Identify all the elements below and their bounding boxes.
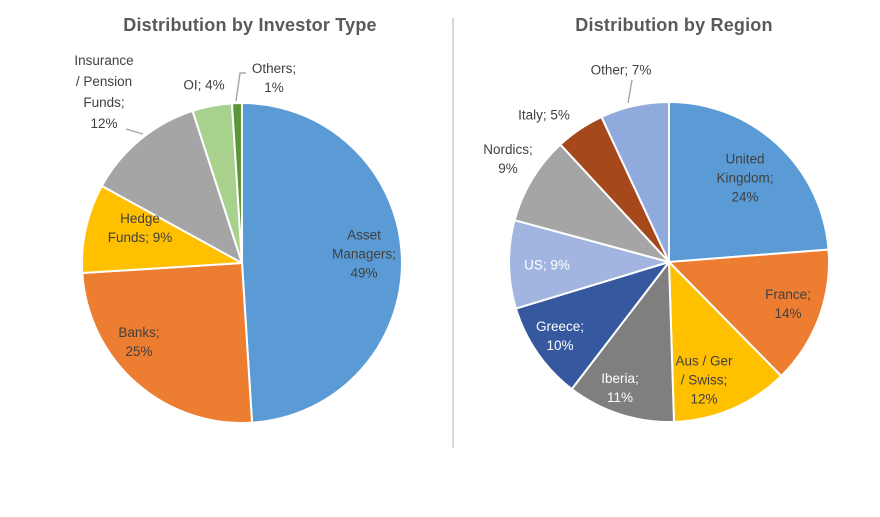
pie-slice-iberia bbox=[570, 261, 675, 423]
pie-label-oi: OI; 4% bbox=[183, 76, 224, 95]
pie-label-line: 11% bbox=[606, 390, 634, 405]
pie-label-nordics: Nordics; 9% bbox=[483, 140, 533, 178]
pie-label-line: United bbox=[725, 151, 765, 167]
pie-label-insurance-pension-funds: Insurance / Pension Funds; 12% bbox=[74, 50, 133, 134]
pie-slice-us bbox=[508, 219, 670, 310]
pie-slice-asset-managers bbox=[241, 102, 403, 424]
pie-label-greece: Greece; 10% bbox=[536, 317, 584, 355]
leader-line-others bbox=[235, 72, 246, 102]
pie-label-united-kingdom: United Kingdom; 24% bbox=[716, 150, 773, 207]
leader-line-insurance-pension-funds bbox=[125, 128, 144, 135]
pie-label-asset-managers: Asset Managers; 49% bbox=[332, 226, 396, 283]
pie-slice-aus-ger-swiss bbox=[668, 261, 783, 423]
pie-label-line: Others; bbox=[251, 61, 297, 76]
chart-title-investor-type: Distribution by Investor Type bbox=[123, 15, 377, 35]
pie-slice-hedge-funds bbox=[81, 184, 243, 275]
pie-label-us: US; 9% bbox=[524, 256, 570, 275]
pie-label-line: Other; 7% bbox=[590, 62, 652, 78]
pie-label-line: US; 9% bbox=[524, 257, 570, 273]
pie-label-line: 9% bbox=[498, 161, 518, 176]
pie-slice-other bbox=[600, 101, 670, 263]
pie-label-hedge-funds: Hedge Funds; 9% bbox=[108, 209, 173, 247]
pie-label-aus-ger-swiss: Aus / Ger / Swiss; 12% bbox=[675, 352, 732, 409]
pie-label-line: France; bbox=[765, 287, 811, 302]
pie-label-line: Iberia; bbox=[601, 371, 639, 386]
pie-label-line: Aus / Ger bbox=[675, 353, 733, 369]
pie-label-line: Hedge bbox=[120, 211, 160, 226]
pie-slice-others bbox=[230, 102, 243, 264]
pie-slice-nordics bbox=[513, 143, 670, 263]
pie-label-line: Kingdom; bbox=[716, 170, 774, 186]
pie-slice-united-kingdom bbox=[668, 101, 830, 263]
pie-label-line: Italy; 5% bbox=[518, 107, 570, 123]
chart-title-region: Distribution by Region bbox=[575, 15, 773, 35]
pie-distribution-by-region bbox=[508, 79, 830, 423]
pie-slice-greece bbox=[514, 261, 670, 391]
pie-label-other: Other; 7% bbox=[591, 61, 652, 80]
chart-divider bbox=[452, 18, 454, 448]
pie-label-line: 49% bbox=[350, 265, 378, 281]
pie-label-line: Funds; 9% bbox=[107, 230, 173, 245]
pie-label-italy: Italy; 5% bbox=[518, 106, 570, 125]
pie-label-line: Nordics; bbox=[483, 142, 533, 157]
pie-label-line: Funds; bbox=[83, 95, 125, 110]
pie-label-line: Managers; bbox=[332, 246, 396, 262]
pie-label-iberia: Iberia; 11% bbox=[601, 369, 639, 407]
pie-slice-france bbox=[668, 248, 830, 378]
pie-label-line: Greece; bbox=[535, 319, 585, 334]
pie-label-line: 1% bbox=[264, 80, 284, 95]
pie-distribution-by-investor-type bbox=[81, 72, 403, 424]
pie-label-line: 14% bbox=[774, 306, 802, 321]
pie-label-line: / Pension bbox=[75, 74, 133, 89]
pie-label-line: Insurance bbox=[74, 53, 134, 68]
pie-label-line: Banks; bbox=[118, 325, 160, 340]
pie-label-line: / Swiss; bbox=[680, 372, 728, 388]
pie-label-line: 12% bbox=[90, 116, 118, 131]
pie-label-line: Asset bbox=[347, 227, 381, 243]
pie-label-france: France; 14% bbox=[765, 285, 811, 323]
pie-label-line: 25% bbox=[125, 344, 153, 359]
pie-label-line: 12% bbox=[690, 391, 718, 407]
pie-label-others: Others; 1% bbox=[252, 59, 296, 97]
pie-slice-insurance-pension-funds bbox=[100, 109, 243, 264]
pie-label-line: OI; 4% bbox=[183, 77, 225, 93]
leader-line-other bbox=[627, 79, 633, 104]
pie-slice-banks bbox=[81, 262, 254, 424]
pie-label-line: 24% bbox=[731, 189, 759, 205]
pie-label-banks: Banks; 25% bbox=[118, 323, 159, 361]
pie-label-line: 10% bbox=[546, 338, 574, 353]
